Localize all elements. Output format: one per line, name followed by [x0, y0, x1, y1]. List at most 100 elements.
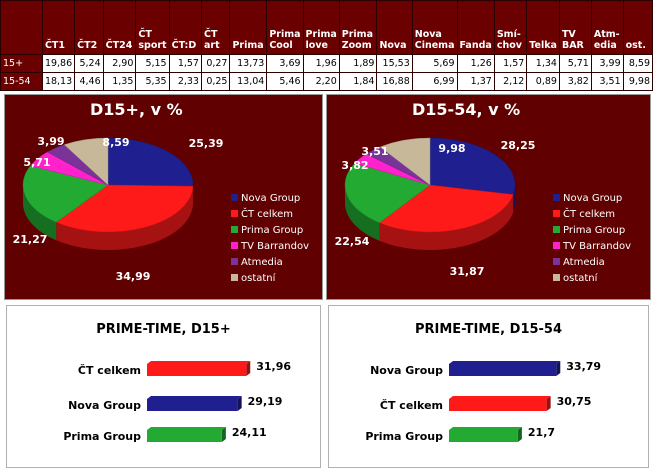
legend-swatch-ostatni: [231, 274, 238, 281]
bar-prima-group-side: [221, 427, 226, 442]
row-label: 15+: [0, 54, 43, 73]
bar-chart-prime-time-d15plus: PRIME-TIME, D15+ ČT celkem 31,96 Nova Group…: [63, 322, 291, 443]
table-cell: 5,35: [135, 72, 170, 91]
legend-label: ostatní: [241, 272, 277, 284]
bar-ct-celkem-side: [546, 396, 551, 411]
bar-prima-group: [449, 430, 518, 442]
table-cell: 3,99: [590, 54, 624, 73]
bar-prima-group-side: [517, 427, 522, 442]
value-label: 33,79: [566, 360, 601, 373]
table-cell: 2,12: [493, 72, 528, 91]
value-label: 21,7: [528, 426, 555, 439]
column-header: TV BAR: [558, 0, 592, 55]
legend-swatch-nova-group: [231, 194, 238, 201]
column-header: ČT24: [102, 0, 137, 55]
table-cell: 2,20: [302, 72, 340, 91]
legend-label: ostatní: [563, 272, 599, 284]
pie-chart-d15-54: D15-54, v % 28,25 31,87 22,54 3,823,51 9,98 No…: [335, 100, 631, 284]
table-cell: 1,84: [338, 72, 378, 91]
table-cell: 13,73: [229, 54, 268, 73]
legend-swatch-prima-group: [231, 226, 238, 233]
chart-title: PRIME-TIME, D15+: [96, 322, 230, 337]
pie-slice-nova-group: [107, 137, 194, 187]
column-header: ČT1: [41, 0, 76, 55]
legend-label: Atmedia: [241, 257, 283, 268]
table-cell: 2,90: [102, 54, 137, 73]
legend-label: TV Barrandov: [562, 241, 631, 252]
ratings-table: ČT1 ČT2 ČT24 ČT sport ČT:D ČT art Prima Prima C…: [0, 0, 653, 91]
column-header: ČT:D: [168, 0, 202, 55]
category-label: Prima Group: [63, 430, 141, 443]
legend-label: Prima Group: [563, 225, 625, 236]
column-header: Telka: [526, 0, 560, 55]
bar-nova-group-side: [556, 361, 561, 376]
table-cell: 5,46: [266, 72, 304, 91]
category-label: Nova Group: [68, 399, 141, 412]
table-cell: 18,13: [41, 72, 76, 91]
bar-nova-group: [449, 364, 557, 376]
pie-chart-d15plus: D15+, v % 25,39 34,99 21,27 5,71 3,99 8,59 Nova…: [13, 100, 309, 284]
table-cell: 1,57: [168, 54, 202, 73]
table-corner-cell: [0, 0, 43, 55]
data-label: 22,54: [335, 235, 370, 248]
data-label: 31,87: [450, 265, 485, 278]
category-label: Nova Group: [370, 364, 443, 377]
table-cell: 0,25: [200, 72, 231, 91]
column-header: Prima love: [302, 0, 340, 55]
column-header: Prima Cool: [266, 0, 304, 55]
pie-slice-ostatni: [379, 137, 431, 186]
data-label: 28,25: [501, 139, 536, 152]
bar-nova-group-top: [449, 361, 561, 364]
pie-side-ct-celkem: [56, 186, 193, 250]
table-cell: 5,69: [411, 54, 458, 73]
pie-slice-ostatni: [63, 137, 109, 186]
pie-side-ct-celkem: [379, 194, 514, 251]
value-label: 29,19: [248, 395, 283, 408]
legend-swatch-atmedia: [231, 258, 238, 265]
column-header: Smí-chov: [493, 0, 528, 55]
bar-prima-group-top: [449, 427, 522, 430]
table-cell: 0,89: [526, 72, 560, 91]
table-cell: 5,15: [135, 54, 170, 73]
data-label: 5,71: [23, 156, 50, 169]
legend-label: ČT celkem: [241, 207, 293, 220]
column-header: Fanda: [456, 0, 495, 55]
bar-nova-group-side: [237, 396, 242, 411]
pie-depth: [23, 185, 193, 250]
pie-side-nova-group: [513, 185, 515, 213]
bar-ct-celkem-top: [449, 396, 551, 399]
table-cell: 5,71: [558, 54, 592, 73]
bar-ct-celkem: [147, 364, 247, 376]
data-label: 3,51: [361, 145, 388, 158]
data-label: 8,59: [102, 136, 129, 149]
pie-slice-ct-celkem: [55, 184, 194, 233]
legend-swatch-nova-group: [553, 194, 560, 201]
chart-title: PRIME-TIME, D15-54: [415, 322, 562, 337]
table-cell: 1,35: [102, 72, 137, 91]
pie-side-prima-group: [23, 185, 57, 241]
table-row: 15-54 18,13 4,46 1,35 5,35 2,33 0,25 13,04 5,46 2…: [0, 72, 653, 91]
table-cell: 1,89: [338, 54, 378, 73]
bar-panel-d15-54: PRIME-TIME, D15-54 Nova Group 33,79 ČT celk…: [328, 305, 649, 468]
legend-label: ČT celkem: [563, 207, 615, 220]
table-cell: 5,24: [74, 54, 104, 73]
pie-slice-nova-group: [429, 137, 516, 195]
bar-ct-celkem-side: [246, 361, 251, 376]
table-cell: 1,34: [526, 54, 560, 73]
column-header: Nova: [376, 0, 413, 55]
table-cell: 9,98: [622, 72, 653, 91]
pie-panel-d15-54: D15-54, v % 28,25 31,87 22,54 3,82 3,51 9,98 No…: [326, 94, 651, 300]
legend-swatch-atmedia: [553, 258, 560, 265]
bar-nova-group: [147, 399, 238, 411]
category-label: ČT celkem: [380, 399, 443, 412]
table-cell: 3,69: [266, 54, 304, 73]
column-header: Prima Zoom: [338, 0, 378, 55]
column-header: ČT sport: [135, 0, 170, 55]
table-header-row: ČT1 ČT2 ČT24 ČT sport ČT:D ČT art Prima Prima C…: [0, 0, 653, 55]
chart-title: D15+, v %: [90, 100, 183, 119]
table-cell: 1,26: [456, 54, 495, 73]
chart-title: D15-54, v %: [412, 100, 520, 119]
table-cell: 4,46: [74, 72, 104, 91]
column-header: Nova Cinema: [411, 0, 458, 55]
table-cell: 19,86: [41, 54, 76, 73]
